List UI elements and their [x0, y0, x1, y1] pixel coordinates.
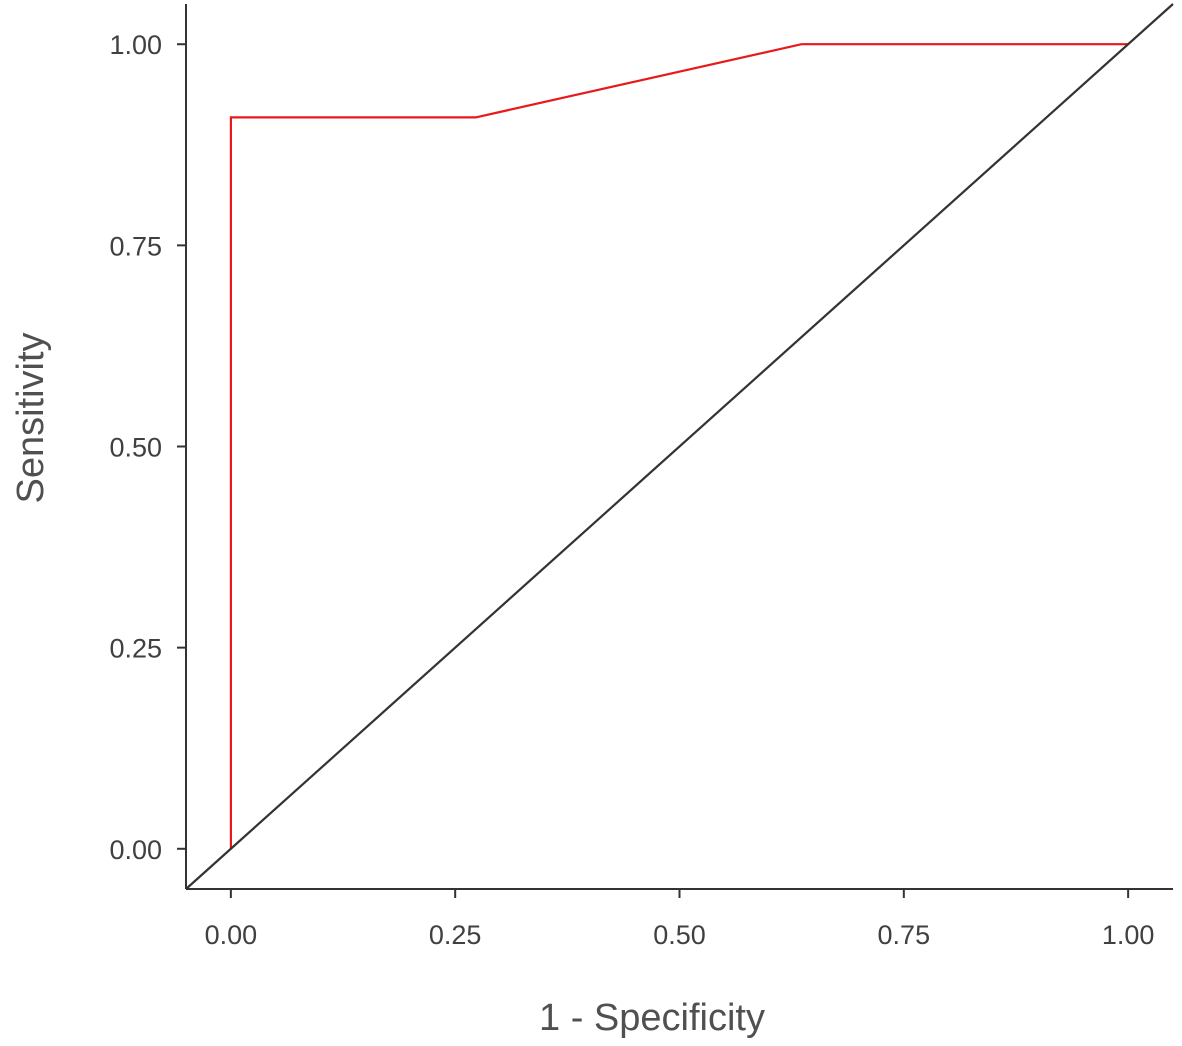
y-axis-title: Sensitivity: [10, 332, 52, 503]
x-axis-title: 1 - Specificity: [539, 997, 765, 1039]
x-tick-label: 0.50: [653, 920, 706, 950]
x-tick-label: 0.75: [878, 920, 931, 950]
y-tick-label: 0.00: [109, 835, 162, 865]
series-layer: [185, 3, 1174, 890]
y-tick-label: 0.75: [109, 231, 162, 261]
y-tick-label: 0.50: [109, 433, 162, 463]
x-tick-label: 0.00: [205, 920, 258, 950]
y-tick-label: 0.25: [109, 634, 162, 664]
reference-diagonal-line: [185, 3, 1174, 890]
y-tick-label: 1.00: [109, 30, 162, 60]
x-tick-label: 1.00: [1102, 920, 1155, 950]
roc-curve-line: [229, 43, 1129, 849]
y-axis-ticks: 0.00 0.25 0.50 0.75 1.00: [109, 30, 186, 865]
x-axis-ticks: 0.00 0.25 0.50 0.75 1.00: [205, 889, 1155, 950]
x-tick-label: 0.25: [429, 920, 482, 950]
